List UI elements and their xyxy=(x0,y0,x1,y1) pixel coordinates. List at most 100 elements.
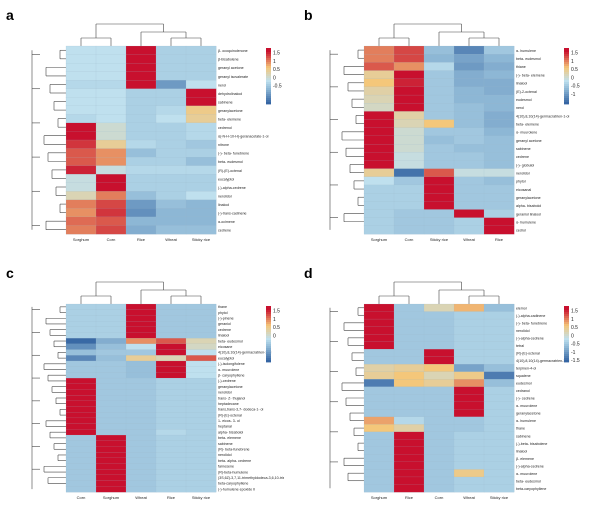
heat-cell-a-9-4 xyxy=(185,122,217,132)
heat-cell-b-4-2 xyxy=(423,78,455,88)
legend-swatch-d-1 xyxy=(564,308,569,311)
heat-cell-a-13-3 xyxy=(155,157,187,167)
heat-cell-b-5-1 xyxy=(393,86,425,96)
row-label-c-15: nerolidol xyxy=(218,391,232,395)
heat-cell-d-14-3 xyxy=(453,409,485,418)
row-label-b-20: geraniol linalool xyxy=(516,212,541,216)
heat-cell-c-7-0 xyxy=(65,343,97,350)
legend-swatch-d-19 xyxy=(564,344,569,347)
heat-cell-d-18-2 xyxy=(423,439,455,448)
heat-cell-a-13-4 xyxy=(185,157,217,167)
legend-swatch-a-11 xyxy=(266,70,271,73)
column-label-d-2: Corn xyxy=(435,495,444,500)
heat-cell-b-14-4 xyxy=(483,160,515,169)
heat-cell-b-1-3 xyxy=(453,54,485,63)
legend-swatch-d-11 xyxy=(564,328,569,331)
heat-cell-a-18-4 xyxy=(185,199,217,209)
heat-cell-c-10-2 xyxy=(125,360,157,368)
heat-cell-d-23-1 xyxy=(393,476,425,485)
heat-cell-d-24-2 xyxy=(423,484,455,493)
legend-swatch-b-18 xyxy=(564,84,569,87)
legend-swatch-c-10 xyxy=(266,326,271,329)
heat-cell-d-5-4 xyxy=(483,341,515,350)
heat-cell-a-3-1 xyxy=(95,71,127,81)
heat-cell-d-20-3 xyxy=(453,454,485,463)
legend-swatch-a-21 xyxy=(266,90,271,93)
row-label-b-12: sabinene xyxy=(516,147,531,151)
heat-cell-c-1-4 xyxy=(185,309,217,316)
heat-cell-b-13-0 xyxy=(363,152,395,161)
heat-cell-d-3-4 xyxy=(483,326,515,335)
heat-cell-a-16-4 xyxy=(185,182,217,192)
heat-cell-c-28-1 xyxy=(95,463,127,470)
heat-cell-d-22-4 xyxy=(483,469,515,478)
legend-swatch-d-0 xyxy=(564,306,569,309)
legend-swatch-a-16 xyxy=(266,80,271,83)
heat-cell-d-2-1 xyxy=(393,318,425,327)
heat-cell-d-16-3 xyxy=(453,424,485,433)
heat-cell-d-9-3 xyxy=(453,371,485,380)
heat-cell-b-9-1 xyxy=(393,119,425,129)
heat-cell-c-8-3 xyxy=(155,349,187,356)
heat-cell-c-12-4 xyxy=(185,372,217,379)
heat-cell-b-10-1 xyxy=(393,127,425,137)
heat-cell-d-15-3 xyxy=(453,416,485,425)
row-dendrogram-a xyxy=(31,49,66,231)
legend-swatch-a-6 xyxy=(266,60,271,63)
legend-swatch-a-4 xyxy=(266,56,271,59)
heat-cell-d-21-3 xyxy=(453,461,485,470)
legend-swatch-c-11 xyxy=(266,328,271,331)
heat-cell-c-5-1 xyxy=(95,332,127,339)
heat-cell-a-8-2 xyxy=(125,114,157,124)
heat-cell-b-21-0 xyxy=(363,217,395,227)
heat-cell-d-6-1 xyxy=(393,349,425,358)
row-label-c-32: (-)-humulene epoxide II xyxy=(218,487,255,491)
heat-cell-c-19-0 xyxy=(65,412,97,419)
heat-cell-c-19-4 xyxy=(185,412,217,419)
legend-swatch-a-26 xyxy=(266,100,271,103)
heat-cell-c-27-0 xyxy=(65,457,97,464)
row-label-a-8: beta- elemene xyxy=(218,118,241,122)
row-label-b-9: beta- elemene xyxy=(516,122,539,126)
heat-cell-c-14-1 xyxy=(95,383,127,390)
column-label-a-4: Sticky rice xyxy=(192,237,211,242)
row-label-b-8: 4(10),8,10(14)-germacratrien-1-ol xyxy=(516,114,570,118)
column-label-c-4: Sticky rice xyxy=(192,495,211,500)
row-label-c-11: α- muurolene xyxy=(218,368,239,372)
row-label-d-20: β- elemene xyxy=(516,457,534,461)
row-label-a-17: nerolidol xyxy=(218,194,232,198)
heat-cell-a-13-0 xyxy=(65,157,97,167)
heat-cell-a-17-0 xyxy=(65,191,97,201)
legend-swatch-a-13 xyxy=(266,74,271,77)
row-label-b-1: beta- eudesmol xyxy=(516,57,541,61)
row-label-d-12: (-)- cedrene xyxy=(516,397,535,401)
heat-cell-d-17-4 xyxy=(483,431,515,440)
heat-cell-d-12-2 xyxy=(423,394,455,403)
heat-cell-c-28-2 xyxy=(125,463,157,470)
heat-cell-c-30-1 xyxy=(95,474,127,481)
row-label-b-3: (-)- beta- elemene xyxy=(516,73,545,77)
heat-cell-a-14-2 xyxy=(125,165,157,175)
heat-cell-c-24-2 xyxy=(125,440,157,447)
heat-cell-c-31-4 xyxy=(185,480,217,487)
row-label-a-20: α-ocimene xyxy=(218,220,235,224)
heat-cell-a-0-0 xyxy=(65,45,97,55)
heat-cell-c-18-1 xyxy=(95,406,127,413)
heat-cell-b-17-4 xyxy=(483,184,515,194)
heat-cell-d-9-4 xyxy=(483,371,515,380)
legend-swatch-d-6 xyxy=(564,318,569,321)
heat-cell-b-0-0 xyxy=(363,45,395,55)
row-label-b-14: (-)- globulol xyxy=(516,163,534,167)
legend-swatch-b-21 xyxy=(564,90,569,93)
heat-cell-c-22-1 xyxy=(95,429,127,436)
heat-cell-d-24-0 xyxy=(363,484,395,493)
heat-cell-c-32-1 xyxy=(95,486,127,493)
legend-swatch-a-9 xyxy=(266,66,271,69)
row-label-a-5: dehydrolinalool xyxy=(218,92,242,96)
heat-cell-a-8-1 xyxy=(95,114,127,124)
heat-cell-b-3-1 xyxy=(393,70,425,80)
heat-cell-b-22-1 xyxy=(393,225,425,235)
legend-swatch-c-8 xyxy=(266,322,271,325)
heat-cell-a-10-4 xyxy=(185,131,217,141)
heat-cell-d-23-3 xyxy=(453,476,485,485)
